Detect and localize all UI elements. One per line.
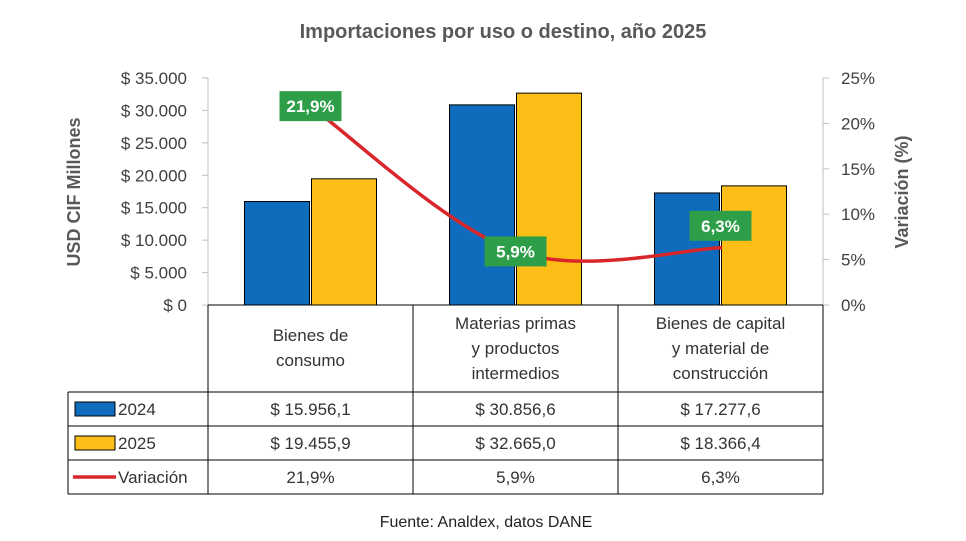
table-value-3-3: 6,3% (701, 468, 740, 487)
y-tick-label: $ 0 (163, 296, 187, 315)
table-value-3-1: 21,9% (286, 468, 334, 487)
y-tick-label: $ 15.000 (121, 199, 187, 218)
y-tick-label: $ 20.000 (121, 166, 187, 185)
category-label-3: construcción (673, 364, 768, 383)
category-label-1: consumo (276, 351, 345, 370)
category-label-3: Bienes de capital (656, 314, 785, 333)
data-label-box-3 (689, 210, 752, 241)
y-axis-label: USD CIF Millones (64, 117, 84, 266)
table-value-1-2: $ 30.856,6 (475, 400, 555, 419)
data-label-3: 6,3% (701, 217, 740, 236)
category-label-2: y productos (472, 339, 560, 358)
y-tick-label: $ 5.000 (130, 264, 187, 283)
chart-title: Importaciones por uso o destino, año 202… (300, 21, 707, 43)
bar-2024-1 (244, 201, 310, 306)
category-label-3: y material de (672, 339, 769, 358)
data-label-2: 5,9% (496, 242, 535, 261)
data-label-1: 21,9% (286, 97, 334, 116)
category-label-1: Bienes de (273, 326, 349, 345)
y-tick-label: $ 35.000 (121, 69, 187, 88)
table-value-2-3: $ 18.366,4 (680, 434, 760, 453)
bars (244, 92, 787, 306)
y2-tick-label: 15% (841, 160, 875, 179)
table-value-2-2: $ 32.665,0 (475, 434, 555, 453)
legend-label-1: 2024 (118, 400, 156, 419)
data-label-box-1 (279, 91, 342, 122)
variation-line: 21,9% 5,9% 6,3% (279, 91, 752, 267)
bar-2025-2 (516, 92, 582, 306)
bar-2024-2 (449, 104, 515, 306)
y2-tick-label: 0% (841, 296, 866, 315)
y2-tick-label: 20% (841, 114, 875, 133)
source-note: Fuente: Analdex, datos DANE (380, 514, 593, 531)
bar-2025-3 (721, 185, 787, 306)
data-table: Bienes de consumo Materias primas y product… (67, 304, 824, 495)
data-label-box-2 (484, 236, 547, 267)
bar-2025-1 (311, 178, 377, 306)
legend-label-2: 2025 (118, 434, 156, 453)
y2-tick-label: 5% (841, 251, 866, 270)
axes: $ 0 $ 5.000 $ 10.000 $ 15.000 $ 20.000 $ 25.0… (121, 69, 875, 315)
table-value-2-1: $ 19.455,9 (270, 434, 350, 453)
y2-tick-label: 25% (841, 69, 875, 88)
table-value-3-2: 5,9% (496, 468, 535, 487)
table-value-1-1: $ 15.956,1 (270, 400, 350, 419)
legend-label-3: Variación (118, 468, 188, 487)
y-tick-label: $ 25.000 (121, 134, 187, 153)
legend-swatch-2024 (74, 401, 116, 417)
table-value-1-3: $ 17.277,6 (680, 400, 760, 419)
y2-axis-label: Variación (%) (892, 135, 912, 248)
y-tick-label: $ 30.000 (121, 101, 187, 120)
legend-swatch-2025 (74, 435, 116, 451)
y2-tick-label: 10% (841, 205, 875, 224)
category-label-2: Materias primas (455, 314, 576, 333)
category-label-2: intermedios (472, 364, 560, 383)
y-tick-label: $ 10.000 (121, 231, 187, 250)
